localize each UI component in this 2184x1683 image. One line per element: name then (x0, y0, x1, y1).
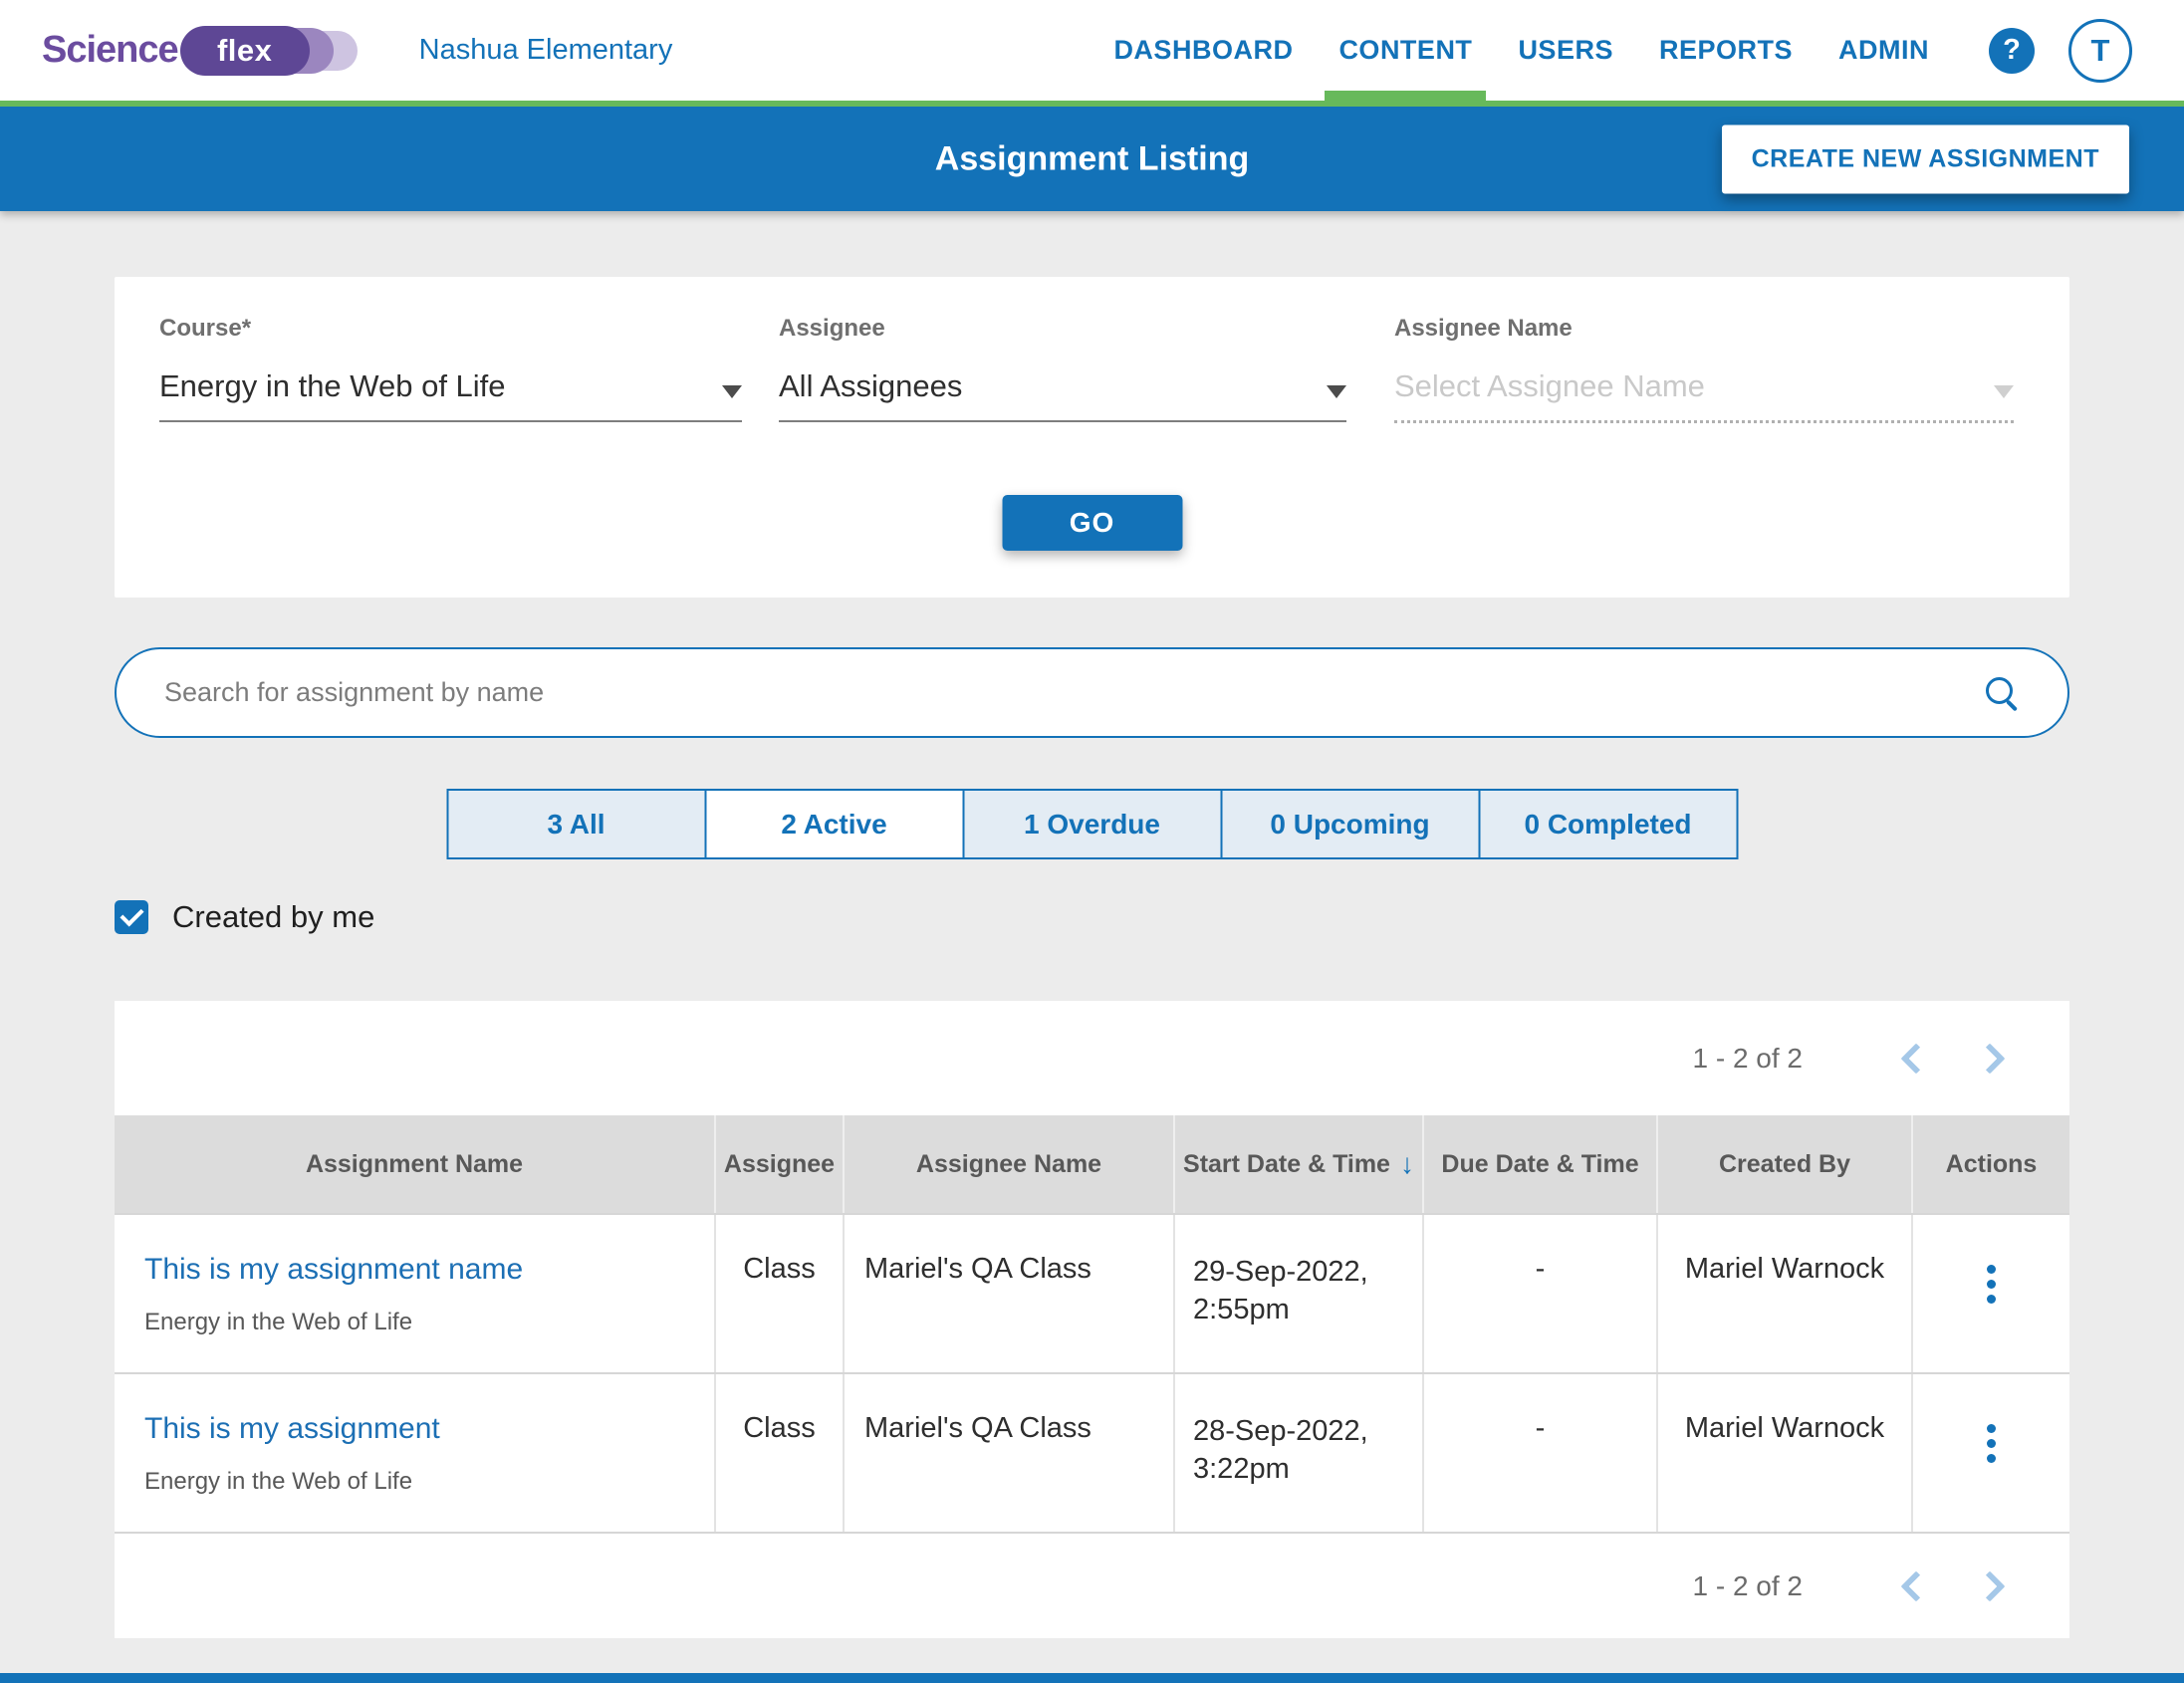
logo-flex-mark: flex (180, 26, 358, 76)
chevron-right-icon[interactable] (1970, 1035, 2018, 1082)
main-nav: DASHBOARD CONTENT USERS REPORTS ADMIN (1113, 0, 1929, 101)
scienceflex-logo: Science flex (42, 26, 358, 76)
chevron-left-icon[interactable] (1888, 1563, 1936, 1610)
table-row: This is my assignment name Energy in the… (115, 1213, 2069, 1372)
assignee-type-cell: Class (714, 1215, 843, 1372)
school-name: Nashua Elementary (419, 34, 673, 67)
tab-completed[interactable]: 0 Completed (1478, 789, 1738, 859)
column-header-created-by[interactable]: Created By (1656, 1115, 1911, 1213)
assignee-name-placeholder: Select Assignee Name (1394, 368, 1705, 404)
assignment-listing-page: Science flex Nashua Elementary DASHBOARD… (0, 0, 2184, 1683)
status-filter-tabs: 3 All 2 Active 1 Overdue 0 Upcoming 0 Co… (446, 789, 1738, 859)
go-button[interactable]: GO (1002, 495, 1182, 551)
chevron-left-icon[interactable] (1888, 1035, 1936, 1082)
assignment-cell: This is my assignment name Energy in the… (115, 1215, 714, 1372)
page-title: Assignment Listing (935, 139, 1249, 178)
assignee-type-cell: Class (714, 1374, 843, 1532)
tab-all[interactable]: 3 All (446, 789, 706, 859)
due-date-cell: - (1422, 1215, 1656, 1372)
nav-item-content[interactable]: CONTENT (1338, 0, 1472, 101)
created-by-me-label: Created by me (172, 899, 374, 935)
nav-item-admin[interactable]: ADMIN (1838, 0, 1929, 101)
pagination-range: 1 - 2 of 2 (1692, 1570, 1803, 1602)
chevron-right-icon[interactable] (1970, 1563, 2018, 1610)
assignee-label: Assignee (779, 315, 1346, 343)
green-accent-strip (0, 101, 2184, 107)
table-header-row: Assignment Name Assignee Assignee Name S… (115, 1115, 2069, 1213)
created-by-me-row: Created by me (115, 899, 374, 935)
assignee-name-select[interactable]: Select Assignee Name (1394, 368, 2014, 423)
title-bar: Assignment Listing CREATE NEW ASSIGNMENT (0, 107, 2184, 211)
search-input[interactable] (164, 677, 1984, 708)
column-header-start-date-label: Start Date & Time (1183, 1150, 1390, 1179)
sort-desc-icon[interactable]: ↓ (1400, 1148, 1414, 1180)
tab-overdue[interactable]: 1 Overdue (962, 789, 1222, 859)
kebab-menu-icon[interactable] (1987, 1424, 1996, 1433)
column-header-assignment-name[interactable]: Assignment Name (115, 1115, 714, 1213)
column-header-actions: Actions (1911, 1115, 2069, 1213)
course-select[interactable]: Energy in the Web of Life (159, 368, 742, 422)
assignee-name-label: Assignee Name (1394, 315, 2014, 343)
created-by-cell: Mariel Warnock (1656, 1215, 1911, 1372)
nav-item-dashboard[interactable]: DASHBOARD (1113, 0, 1293, 101)
assignment-search-bar (115, 647, 2069, 738)
due-date-cell: - (1422, 1374, 1656, 1532)
course-label: Course* (159, 315, 742, 343)
actions-cell (1911, 1374, 2069, 1532)
column-header-assignee-name[interactable]: Assignee Name (843, 1115, 1173, 1213)
table-row: This is my assignment Energy in the Web … (115, 1372, 2069, 1532)
assignee-select-value: All Assignees (779, 368, 962, 404)
assignee-field: Assignee All Assignees (779, 315, 1346, 422)
app-header: Science flex Nashua Elementary DASHBOARD… (0, 0, 2184, 101)
nav-item-users[interactable]: USERS (1518, 0, 1613, 101)
search-icon[interactable] (1984, 675, 2020, 711)
chevron-down-icon (1327, 385, 1346, 398)
created-by-me-checkbox[interactable] (115, 900, 148, 934)
assignee-name-cell: Mariel's QA Class (843, 1374, 1173, 1532)
tab-active[interactable]: 2 Active (704, 789, 964, 859)
course-field: Course* Energy in the Web of Life (159, 315, 742, 422)
assignment-name-link[interactable]: This is my assignment name (144, 1253, 523, 1287)
assignee-select[interactable]: All Assignees (779, 368, 1346, 422)
created-by-cell: Mariel Warnock (1656, 1374, 1911, 1532)
avatar[interactable]: T (2068, 19, 2132, 83)
start-date-cell: 28-Sep-2022, 3:22pm (1173, 1374, 1422, 1532)
assignment-course-subtitle: Energy in the Web of Life (144, 1468, 694, 1496)
pagination-range: 1 - 2 of 2 (1692, 1043, 1803, 1075)
assignee-name-field: Assignee Name Select Assignee Name (1394, 315, 2014, 423)
course-select-value: Energy in the Web of Life (159, 368, 506, 404)
actions-cell (1911, 1215, 2069, 1372)
column-header-start-date[interactable]: Start Date & Time ↓ (1173, 1115, 1422, 1213)
assignment-name-link[interactable]: This is my assignment (144, 1412, 440, 1446)
column-header-due-date[interactable]: Due Date & Time (1422, 1115, 1656, 1213)
assignee-name-cell: Mariel's QA Class (843, 1215, 1173, 1372)
footer-accent-bar (0, 1673, 2184, 1683)
pagination-bottom: 1 - 2 of 2 (115, 1532, 2069, 1638)
chevron-down-icon (1994, 385, 2014, 398)
assignment-course-subtitle: Energy in the Web of Life (144, 1309, 694, 1336)
logo-text-science: Science (42, 29, 178, 72)
assignment-cell: This is my assignment Energy in the Web … (115, 1374, 714, 1532)
column-header-assignee[interactable]: Assignee (714, 1115, 843, 1213)
filter-panel: Course* Energy in the Web of Life Assign… (115, 277, 2069, 598)
chevron-down-icon (722, 385, 742, 398)
pagination-top: 1 - 2 of 2 (115, 1001, 2069, 1115)
nav-item-reports[interactable]: REPORTS (1659, 0, 1793, 101)
tab-upcoming[interactable]: 0 Upcoming (1220, 789, 1480, 859)
assignments-table: 1 - 2 of 2 Assignment Name Assignee Assi… (115, 1001, 2069, 1638)
start-date-cell: 29-Sep-2022, 2:55pm (1173, 1215, 1422, 1372)
help-icon[interactable]: ? (1989, 28, 2035, 74)
create-new-assignment-button[interactable]: CREATE NEW ASSIGNMENT (1722, 124, 2129, 193)
logo-text-flex: flex (180, 26, 310, 76)
kebab-menu-icon[interactable] (1987, 1265, 1996, 1274)
